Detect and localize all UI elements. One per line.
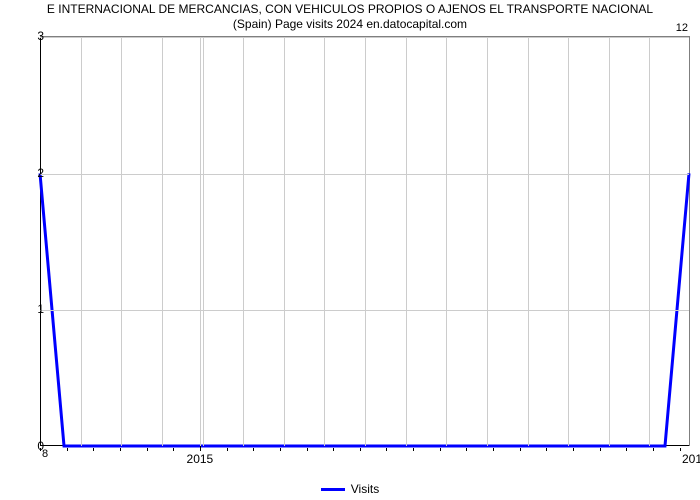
grid-v [81,37,82,446]
grid-v [324,37,325,446]
grid-v [203,37,204,446]
x-tick-minor [307,448,308,451]
grid-v [121,37,122,446]
x-tick-minor [466,448,467,451]
x-tick-minor [253,448,254,451]
x-tick-minor [67,448,68,451]
legend-label: Visits [351,482,379,496]
legend: Visits [0,482,700,496]
x-tick-label-right: 201 [682,452,700,466]
grid-v [365,37,366,446]
title-line1: E INTERNACIONAL DE MERCANCIAS, CON VEHIC… [47,2,653,16]
y-tick-label: 3 [4,29,44,43]
grid-v [568,37,569,446]
grid-v [528,37,529,446]
x-tick-minor [546,448,547,451]
x-tick-minor [360,448,361,451]
y-tick-label: 2 [4,166,44,180]
grid-v [487,37,488,446]
x-tick-minor [626,448,627,451]
chart-title: E INTERNACIONAL DE MERCANCIAS, CON VEHIC… [0,2,700,32]
grid-v [162,37,163,446]
x-tick-minor [93,448,94,451]
y-tick-label: 0 [4,439,44,453]
grid-v [406,37,407,446]
x-tick-minor [333,448,334,451]
x-tick-minor [147,448,148,451]
x-tick-label: 2015 [187,452,214,466]
grid-v [649,37,650,446]
y-tick-label: 1 [4,302,44,316]
grid-v [243,37,244,446]
grid-v [609,37,610,446]
x-tick-minor [600,448,601,451]
x-tick-minor [573,448,574,451]
x-tick [200,446,201,451]
x-tick-minor [413,448,414,451]
x-tick-minor [493,448,494,451]
corner-label-bottom-right: 12 [676,22,688,34]
x-tick-minor [173,448,174,451]
title-line2: (Spain) Page visits 2024 en.datocapital.… [233,17,467,31]
legend-swatch [321,488,345,491]
x-tick-minor [680,448,681,451]
x-tick-minor [520,448,521,451]
x-tick-minor [280,448,281,451]
plot-region [40,36,690,446]
grid-v [446,37,447,446]
x-tick-minor [227,448,228,451]
x-tick-minor [653,448,654,451]
x-tick-minor [120,448,121,451]
x-tick-minor [386,448,387,451]
x-tick-minor [440,448,441,451]
chart-area: 8 12 [40,36,690,446]
grid-v [200,37,201,446]
grid-v [284,37,285,446]
